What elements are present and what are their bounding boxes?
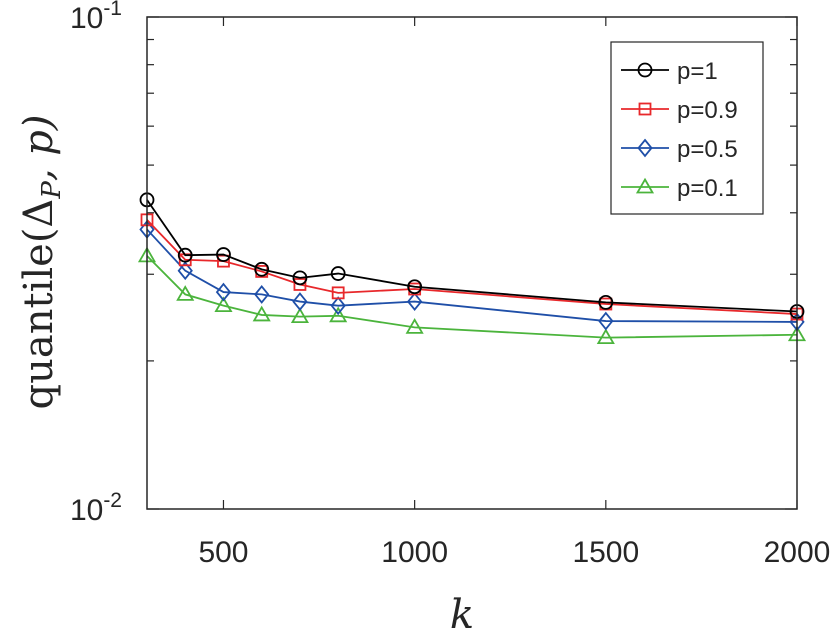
data-point [176,285,195,301]
legend-label: p=0.5 [677,136,738,163]
data-point [596,328,615,345]
data-point [406,292,423,311]
axes-layer: 500 1000 1500 2000 10-2 10-1 [70,0,830,569]
data-point [216,247,231,262]
data-point [331,286,345,300]
legend-item: p=0.5 [621,136,738,163]
data-point [293,278,307,291]
legend-item: p=1 [621,58,718,85]
data-point [215,282,232,302]
data-point [252,305,271,322]
legend-label: p=0.9 [677,97,738,124]
legend-label: p=1 [677,58,718,85]
data-point [292,270,308,286]
x-tick-label: 1500 [572,536,639,569]
legend-marker [635,177,655,194]
legend-item: p=0.9 [621,97,738,124]
axes-box [146,16,798,510]
legend: p=1 p=0.9 p=0.5 p=0.1 [610,41,764,215]
legend-marker [637,62,653,78]
data-point [292,292,308,311]
series-line [146,199,798,313]
data-point [329,306,348,323]
series-line [146,255,798,339]
data-point [254,284,270,304]
data-point [407,279,423,295]
data-point [598,294,614,310]
series-line [146,228,798,323]
x-tick-label: 1000 [381,536,448,569]
y-tick-label: 10-2 [70,489,122,527]
data-point [330,266,346,281]
data-point [405,318,424,334]
x-tick-label: 2000 [764,536,830,569]
legend-box [610,41,764,215]
data-point [330,296,346,316]
data-point [598,311,614,331]
x-tick-label: 500 [198,536,248,569]
legend-label: p=0.1 [677,175,738,202]
legend-marker [637,138,653,158]
data-point [177,261,193,281]
data-point [290,307,309,324]
data-point [214,296,233,313]
x-axis-label: k [450,592,474,638]
data-point [177,247,193,263]
y-tick-label: 10-1 [70,0,122,35]
data-point [254,261,270,277]
legend-item: p=0.1 [621,175,738,202]
y-axis-label: quantile(ΔP, p) [16,115,67,410]
legend-marker [638,102,652,116]
data-point [217,254,230,268]
